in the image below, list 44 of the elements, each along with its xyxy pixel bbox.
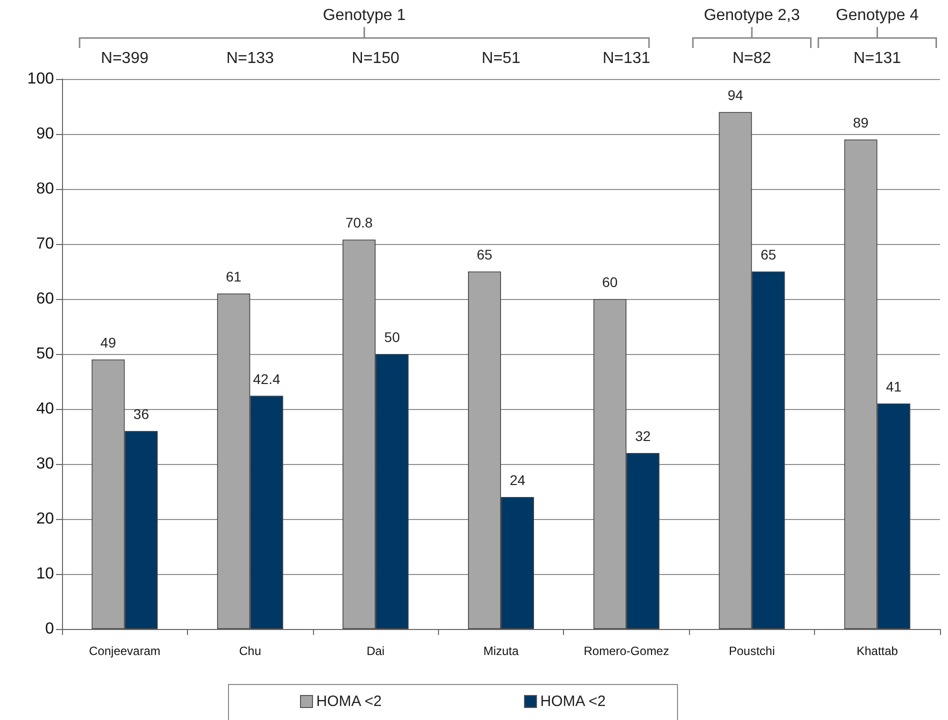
text: N=82 xyxy=(732,50,772,67)
data-label: 89 xyxy=(852,114,869,130)
data-label: 50 xyxy=(384,329,400,345)
y-tick-label: 50 xyxy=(36,346,54,362)
y-tick-label: 90 xyxy=(36,126,54,142)
text: Genotype 1 xyxy=(322,7,406,24)
x-tick-label: Romero-Gomez xyxy=(584,644,670,658)
data-label: 60 xyxy=(602,274,618,290)
text: N=133 xyxy=(226,50,274,67)
data-label: 94 xyxy=(728,87,744,103)
text: N=51 xyxy=(482,50,520,67)
y-tick-label: 60 xyxy=(36,290,54,308)
x-tick-label: Chu xyxy=(239,644,262,658)
y-tick-label: 100 xyxy=(27,70,54,88)
y-tick-label: 30 xyxy=(36,456,54,472)
text: N=150 xyxy=(352,50,400,67)
x-tick-label: Dai xyxy=(366,644,385,658)
legend-label: HOMA <2 xyxy=(540,693,606,710)
text: Genotype 4 xyxy=(836,7,919,24)
data-label: 65 xyxy=(760,246,776,262)
data-label: 42.4 xyxy=(253,370,280,387)
data-label: 41 xyxy=(886,378,902,394)
data-label: 36 xyxy=(133,406,150,422)
x-tick-label: Conjeevaram xyxy=(89,644,160,658)
y-tick-label: 10 xyxy=(36,566,54,582)
data-label: 70.8 xyxy=(345,214,373,231)
x-tick-label: Mizuta xyxy=(483,644,519,658)
y-tick-label: 20 xyxy=(36,510,54,528)
text: Genotype 2,3 xyxy=(704,7,800,24)
x-tick-label: Khattab xyxy=(856,644,898,658)
data-label: 24 xyxy=(510,472,526,488)
y-tick-label: 40 xyxy=(36,400,54,418)
y-tick-label: 80 xyxy=(36,180,54,198)
text: N=131 xyxy=(853,50,902,67)
x-tick-label: Poustchi xyxy=(728,644,775,658)
text: N=131 xyxy=(602,50,650,67)
legend-label: HOMA <2 xyxy=(316,693,382,710)
y-tick-label: 70 xyxy=(36,236,54,252)
data-label: 49 xyxy=(100,334,116,350)
data-label: 32 xyxy=(635,428,651,444)
text: N=399 xyxy=(100,50,149,67)
data-label: 61 xyxy=(226,268,242,284)
y-tick-label: 0 xyxy=(45,620,54,638)
data-label: 65 xyxy=(476,246,492,262)
